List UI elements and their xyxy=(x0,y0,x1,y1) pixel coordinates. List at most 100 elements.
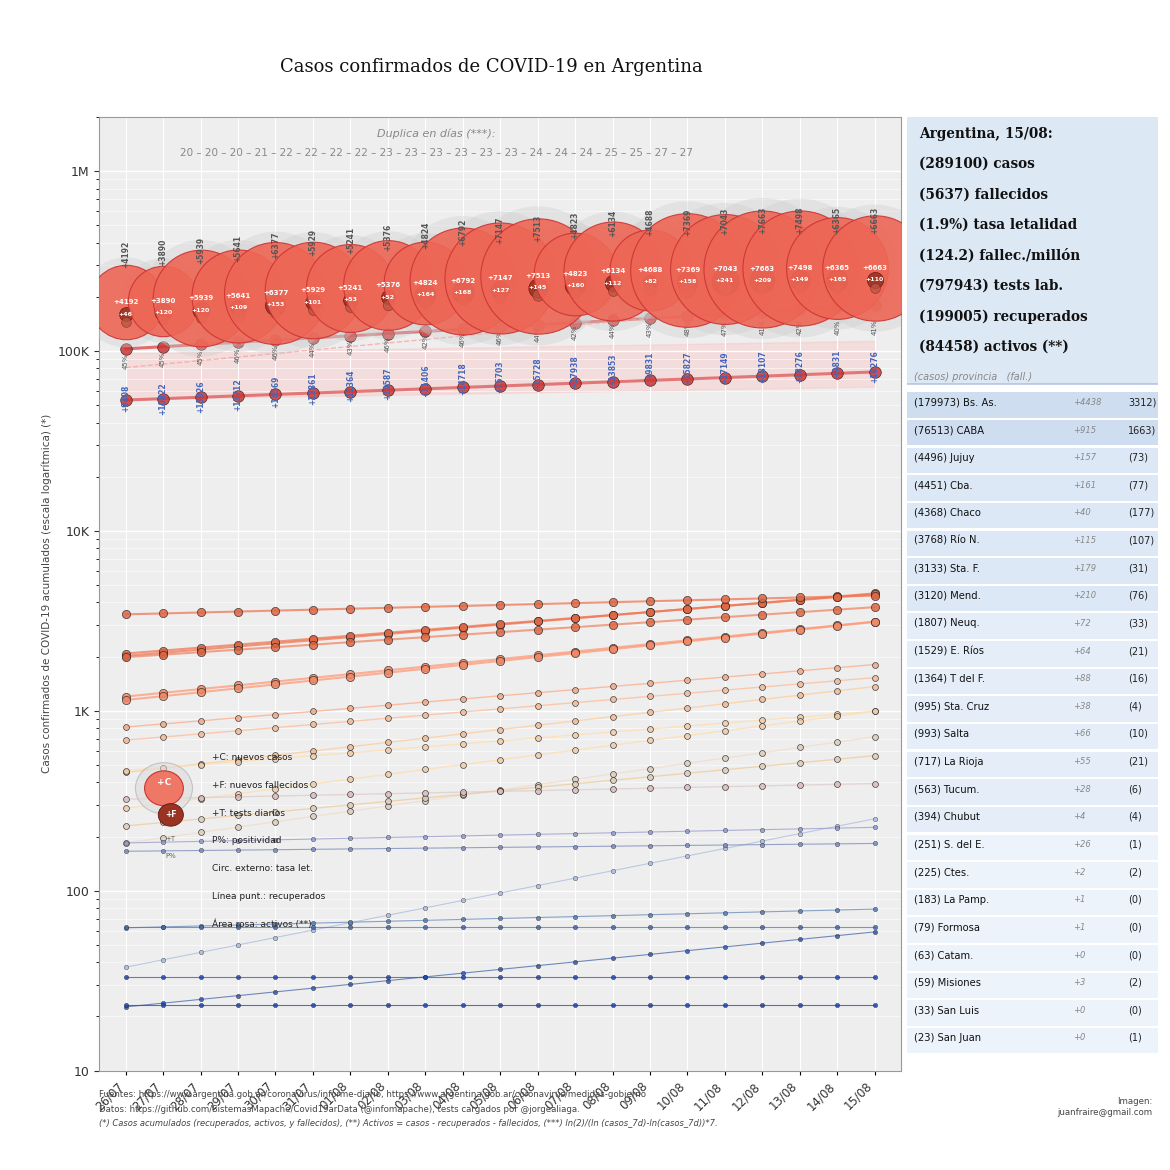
Text: +1: +1 xyxy=(1073,895,1085,904)
FancyBboxPatch shape xyxy=(907,475,1158,501)
Point xyxy=(191,388,209,407)
Point xyxy=(679,717,697,736)
Point xyxy=(116,918,135,937)
Text: (33): (33) xyxy=(1128,619,1148,628)
Text: 46%: 46% xyxy=(460,331,466,347)
Point xyxy=(116,391,135,410)
Point xyxy=(679,684,697,703)
Point xyxy=(791,996,810,1014)
Point xyxy=(566,968,585,986)
Text: +18107: +18107 xyxy=(758,351,766,384)
Point xyxy=(453,271,472,290)
Text: +C: +C xyxy=(157,778,171,786)
Point xyxy=(866,702,885,721)
Point xyxy=(529,594,548,613)
Point xyxy=(791,589,810,607)
Text: +15728: +15728 xyxy=(534,358,542,391)
Text: +64: +64 xyxy=(1073,647,1090,655)
Point xyxy=(303,672,322,690)
Point xyxy=(340,743,359,762)
Text: +127: +127 xyxy=(491,288,509,292)
Text: +209: +209 xyxy=(753,277,771,283)
Text: +6365: +6365 xyxy=(833,207,841,234)
Text: 3312): 3312) xyxy=(1128,398,1156,407)
Text: (2): (2) xyxy=(1128,867,1142,878)
Point xyxy=(378,996,397,1014)
Text: (717) La Rioja: (717) La Rioja xyxy=(914,757,984,766)
Point xyxy=(753,605,772,624)
Point xyxy=(641,823,660,841)
Point xyxy=(641,636,660,655)
Point xyxy=(453,655,472,674)
Point xyxy=(828,615,847,634)
Point xyxy=(415,760,434,779)
Point xyxy=(716,714,735,732)
Point xyxy=(791,675,810,694)
Point xyxy=(378,906,397,924)
Point xyxy=(491,614,510,633)
Point xyxy=(415,784,434,803)
Point xyxy=(378,661,397,680)
Text: +C: nuevos casos: +C: nuevos casos xyxy=(212,753,292,763)
Point xyxy=(116,647,135,666)
Point xyxy=(191,990,209,1009)
Point xyxy=(828,259,847,277)
Point xyxy=(529,612,548,631)
Point xyxy=(378,792,397,811)
Text: +179: +179 xyxy=(1073,564,1096,572)
Point xyxy=(604,917,622,936)
FancyBboxPatch shape xyxy=(907,751,1158,777)
Point xyxy=(303,921,322,940)
Point xyxy=(266,803,284,821)
Text: +13026: +13026 xyxy=(197,380,205,413)
Text: 46%: 46% xyxy=(235,347,241,363)
Point xyxy=(228,752,247,771)
Point xyxy=(679,996,697,1014)
Point xyxy=(303,635,322,654)
Point xyxy=(716,668,735,687)
Point xyxy=(228,917,247,936)
Point xyxy=(791,753,810,772)
Point xyxy=(153,337,172,356)
Point xyxy=(753,624,772,642)
Point xyxy=(604,593,622,612)
Text: +7043: +7043 xyxy=(721,207,729,235)
Point xyxy=(340,633,359,652)
Text: (31): (31) xyxy=(1128,563,1148,573)
Point xyxy=(191,335,209,353)
Point xyxy=(566,608,585,627)
Text: (1807) Neuq.: (1807) Neuq. xyxy=(914,619,980,628)
Text: +165: +165 xyxy=(828,277,846,282)
Point xyxy=(266,303,284,322)
Point xyxy=(491,909,510,928)
Point xyxy=(529,776,548,794)
Point xyxy=(340,968,359,986)
Point xyxy=(415,628,434,647)
Text: +3890: +3890 xyxy=(159,239,167,267)
Point xyxy=(266,296,284,315)
Text: +6792: +6792 xyxy=(459,219,467,247)
Text: +4824: +4824 xyxy=(421,221,429,249)
Text: +66: +66 xyxy=(1073,729,1090,738)
Point xyxy=(266,706,284,724)
Point xyxy=(191,642,209,661)
Point xyxy=(529,683,548,702)
Point xyxy=(340,801,359,820)
Point xyxy=(378,624,397,642)
Text: (993) Salta: (993) Salta xyxy=(914,729,970,739)
Circle shape xyxy=(158,804,184,826)
Point xyxy=(303,301,322,319)
Point xyxy=(340,278,359,297)
Point xyxy=(378,911,397,930)
Point xyxy=(866,259,885,277)
Point xyxy=(566,680,585,698)
Text: +11406: +11406 xyxy=(421,365,429,398)
Point xyxy=(116,731,135,750)
Point xyxy=(266,638,284,656)
Point xyxy=(453,996,472,1014)
Point xyxy=(266,632,284,651)
Point xyxy=(266,779,284,798)
Point xyxy=(753,757,772,776)
Point xyxy=(828,732,847,751)
Point xyxy=(791,711,810,730)
